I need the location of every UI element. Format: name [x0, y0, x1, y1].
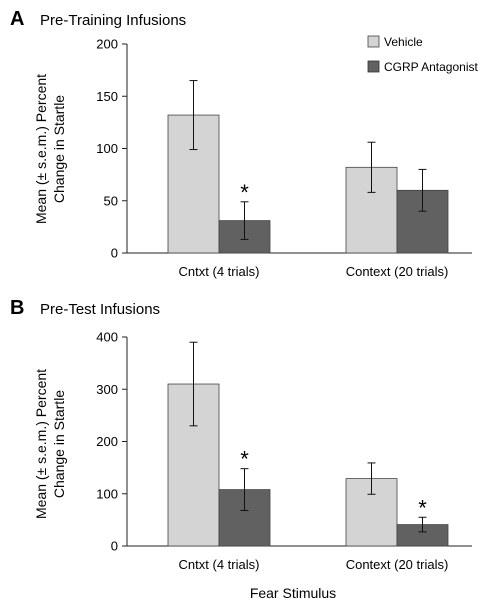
panel-a-significance-marker: *: [240, 180, 249, 205]
panel-b-title: Pre-Test Infusions: [40, 301, 160, 318]
panel-b-plot: 0 100 200 300 400 * Cntxt (4 trials) * Context (…: [96, 330, 472, 572]
legend-label-cgrp-antagonist: CGRP Antagonist: [384, 60, 478, 74]
panel-a-letter: A: [10, 8, 24, 30]
panel-b-letter: B: [10, 297, 24, 319]
panel-a-y-tick-label: 0: [111, 246, 118, 261]
panel-a: A Pre-Training Infusions Mean (± s.e.m.)…: [10, 8, 478, 279]
panel-b-significance-marker: *: [418, 495, 427, 520]
panel-a-ylabel-line1: Mean (± s.e.m.) Percent: [33, 74, 49, 224]
panel-b-ylabel-line1: Mean (± s.e.m.) Percent: [33, 369, 49, 519]
panel-b-x-tick-label: Context (20 trials): [346, 557, 449, 572]
panel-b-y-tick-label: 0: [111, 539, 118, 554]
panel-a-y-tick-label: 50: [104, 193, 118, 208]
panel-b-y-tick-label: 200: [96, 434, 118, 449]
panel-a-y-tick-label: 100: [96, 141, 118, 156]
panel-b-x-tick-label: Cntxt (4 trials): [179, 557, 260, 572]
panel-b-y-tick-label: 100: [96, 486, 118, 501]
panel-a-ylabel-line2: Change in Startle: [51, 95, 67, 203]
panel-a-legend: Vehicle CGRP Antagonist: [367, 35, 478, 74]
legend-swatch-vehicle: [367, 35, 380, 48]
legend-label-vehicle: Vehicle: [384, 35, 423, 49]
panel-a-y-tick-label: 150: [96, 89, 118, 104]
panel-b-ylabel: Mean (± s.e.m.) Percent Change in Startl…: [33, 369, 67, 519]
panel-b-significance-marker: *: [240, 447, 249, 472]
panel-a-plot: 0 50 100 150 200 * Cntxt (4 trials) Context (20…: [96, 37, 472, 279]
panel-a-title: Pre-Training Infusions: [40, 12, 186, 29]
panel-a-y-tick-label: 200: [96, 37, 118, 52]
panel-a-ylabel: Mean (± s.e.m.) Percent Change in Startl…: [33, 74, 67, 224]
panel-b-y-tick-label: 400: [96, 330, 118, 345]
panel-b-xlabel: Fear Stimulus: [250, 585, 336, 601]
panel-b: B Pre-Test Infusions Mean (± s.e.m.) Per…: [10, 297, 472, 601]
panel-a-x-tick-label: Cntxt (4 trials): [179, 264, 260, 279]
panel-b-y-tick-label: 300: [96, 382, 118, 397]
legend-swatch-cgrp-antagonist: [367, 60, 380, 73]
panel-b-ylabel-line2: Change in Startle: [51, 390, 67, 498]
panel-a-x-tick-label: Context (20 trials): [346, 264, 449, 279]
